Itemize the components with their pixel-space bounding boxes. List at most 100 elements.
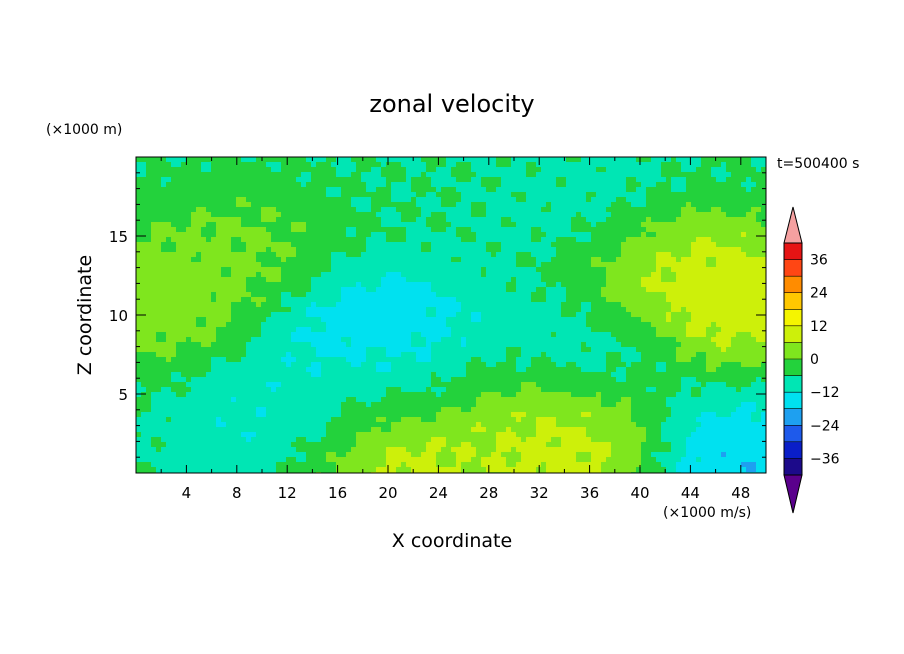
- field-cell: [331, 347, 337, 353]
- field-cell: [561, 207, 567, 213]
- field-cell: [516, 347, 522, 353]
- field-cell: [211, 307, 217, 313]
- field-cell: [151, 182, 157, 188]
- field-cell: [456, 322, 462, 328]
- field-cell: [281, 237, 287, 243]
- field-cell: [696, 297, 702, 303]
- field-cell: [191, 202, 197, 208]
- field-cell: [336, 352, 342, 358]
- field-cell: [246, 177, 252, 183]
- field-cell: [711, 287, 717, 293]
- field-cell: [716, 267, 722, 273]
- field-cell: [711, 252, 717, 258]
- field-cell: [606, 307, 612, 313]
- field-cell: [551, 272, 557, 278]
- field-cell: [536, 227, 542, 233]
- field-cell: [206, 242, 212, 248]
- field-cell: [551, 182, 557, 188]
- field-cell: [731, 252, 737, 258]
- field-cell: [446, 327, 452, 333]
- field-cell: [416, 222, 422, 228]
- field-cell: [346, 297, 352, 303]
- field-cell: [166, 252, 172, 258]
- field-cell: [451, 302, 457, 308]
- field-cell: [701, 272, 707, 278]
- field-cell: [176, 197, 182, 203]
- field-cell: [191, 267, 197, 273]
- field-cell: [326, 252, 332, 258]
- field-cell: [301, 312, 307, 318]
- field-cell: [441, 352, 447, 358]
- field-cell: [421, 182, 427, 188]
- field-cell: [176, 177, 182, 183]
- field-cell: [346, 177, 352, 183]
- field-cell: [661, 332, 667, 338]
- field-cell: [511, 272, 517, 278]
- field-cell: [386, 352, 392, 358]
- field-cell: [146, 192, 152, 198]
- field-cell: [721, 242, 727, 248]
- field-cell: [521, 182, 527, 188]
- field-cell: [411, 277, 417, 283]
- field-cell: [201, 337, 207, 343]
- field-cell: [636, 197, 642, 203]
- field-cell: [746, 297, 752, 303]
- field-cell: [526, 227, 532, 233]
- field-cell: [361, 167, 367, 173]
- field-cell: [501, 177, 507, 183]
- field-cell: [726, 232, 732, 238]
- field-cell: [666, 182, 672, 188]
- field-cell: [446, 337, 452, 343]
- field-cell: [331, 237, 337, 243]
- field-cell: [556, 172, 562, 178]
- field-cell: [206, 272, 212, 278]
- field-cell: [596, 172, 602, 178]
- field-cell: [496, 337, 502, 343]
- field-cell: [686, 187, 692, 193]
- field-cell: [191, 312, 197, 318]
- field-cell: [346, 277, 352, 283]
- field-cell: [266, 332, 272, 338]
- field-cell: [286, 212, 292, 218]
- field-cell: [306, 217, 312, 223]
- field-cell: [636, 307, 642, 313]
- field-cell: [491, 187, 497, 193]
- field-cell: [646, 317, 652, 323]
- field-cell: [261, 212, 267, 218]
- field-cell: [701, 287, 707, 293]
- field-cell: [256, 187, 262, 193]
- field-cell: [471, 187, 477, 193]
- field-cell: [476, 207, 482, 213]
- field-cell: [576, 282, 582, 288]
- field-cell: [751, 197, 757, 203]
- field-cell: [471, 262, 477, 268]
- field-cell: [201, 322, 207, 328]
- field-cell: [696, 317, 702, 323]
- field-cell: [576, 172, 582, 178]
- field-cell: [696, 187, 702, 193]
- field-cell: [681, 187, 687, 193]
- field-cell: [711, 302, 717, 308]
- field-cell: [736, 322, 742, 328]
- field-cell: [176, 342, 182, 348]
- field-cell: [651, 292, 657, 298]
- field-cell: [711, 277, 717, 283]
- field-cell: [256, 297, 262, 303]
- field-cell: [271, 277, 277, 283]
- field-cell: [681, 332, 687, 338]
- field-cell: [581, 252, 587, 258]
- field-cell: [611, 237, 617, 243]
- field-cell: [286, 227, 292, 233]
- field-cell: [176, 157, 182, 163]
- field-cell: [601, 157, 607, 163]
- field-cell: [466, 342, 472, 348]
- field-cell: [351, 177, 357, 183]
- field-cell: [521, 207, 527, 213]
- field-cell: [241, 167, 247, 173]
- field-cell: [181, 252, 187, 258]
- field-cell: [331, 322, 337, 328]
- field-cell: [551, 307, 557, 313]
- field-cell: [441, 157, 447, 163]
- field-cell: [191, 327, 197, 333]
- field-cell: [366, 337, 372, 343]
